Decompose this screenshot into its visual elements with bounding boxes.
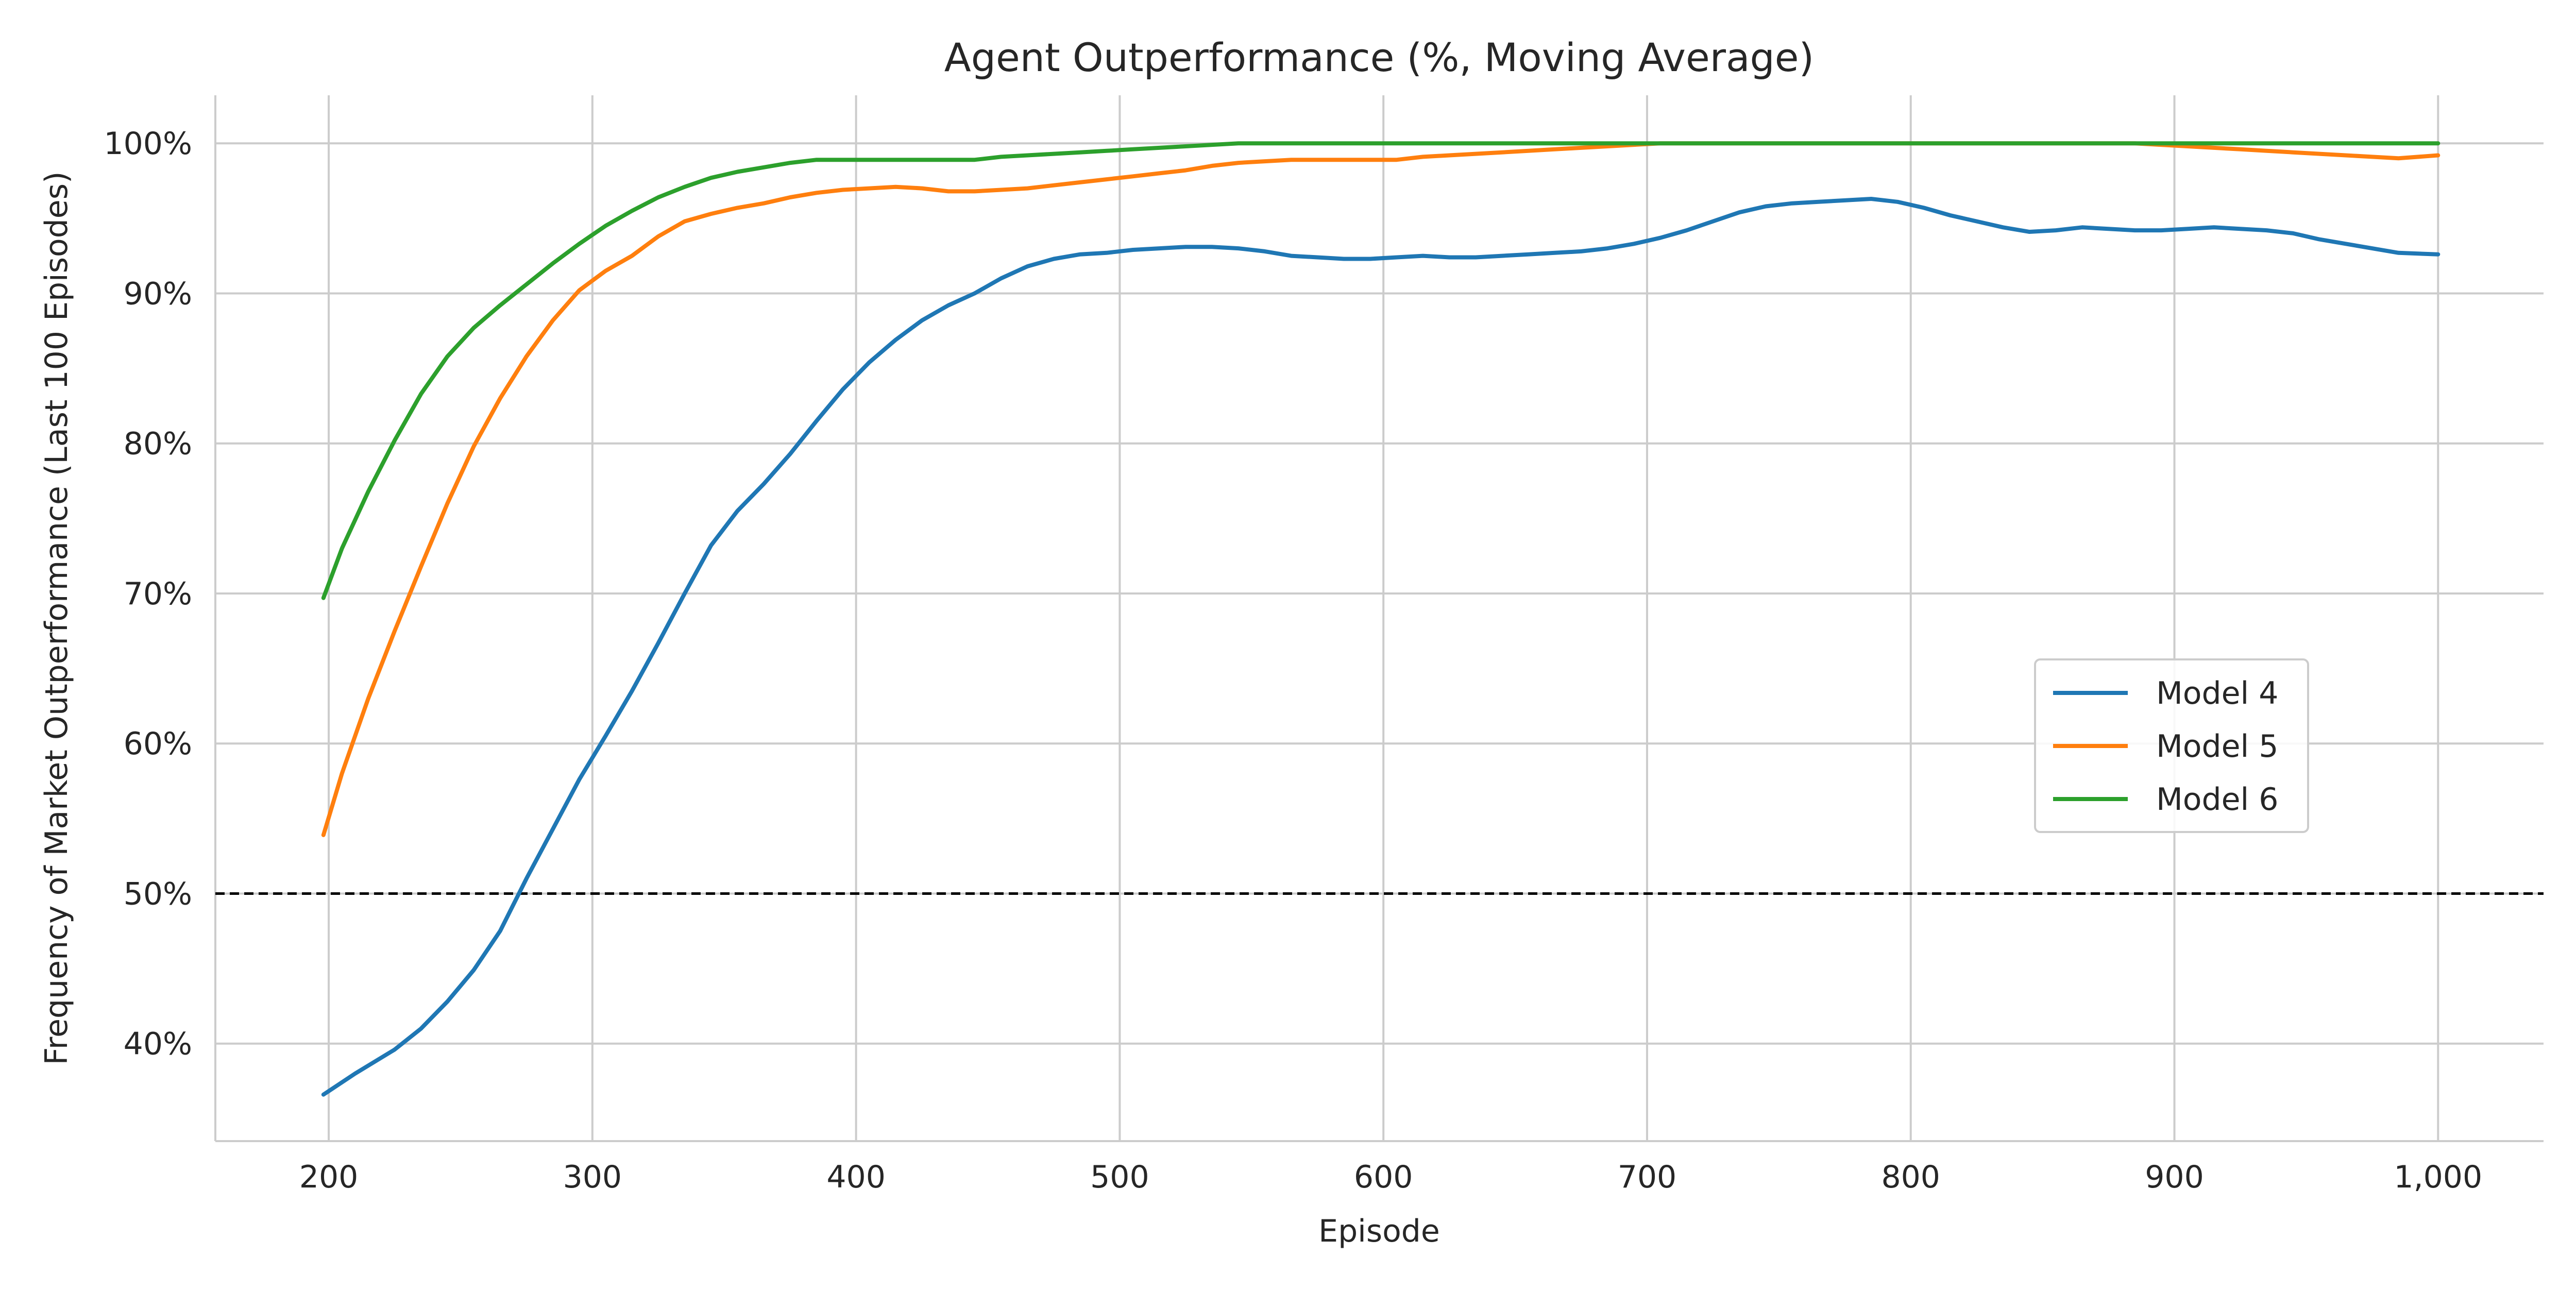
- y-tick-label: 70%: [124, 576, 192, 612]
- axes: [214, 95, 2544, 1142]
- y-tick-label: 60%: [124, 726, 192, 762]
- x-tick-label: 600: [1354, 1159, 1413, 1195]
- series-group: [321, 141, 2441, 1097]
- x-tick-label: 200: [299, 1159, 359, 1195]
- x-tick-label: 400: [826, 1159, 886, 1195]
- series-line-model-6: [321, 141, 2441, 600]
- y-tick-label: 80%: [124, 426, 192, 462]
- legend-label-model-4: Model 4: [2156, 675, 2278, 711]
- y-tick-label: 50%: [124, 876, 192, 912]
- legend-label-model-6: Model 6: [2156, 782, 2278, 818]
- y-tick-label: 40%: [124, 1026, 192, 1062]
- chart-title: Agent Outperformance (%, Moving Average): [944, 35, 1814, 80]
- x-tick-label: 1,000: [2394, 1159, 2482, 1195]
- x-tick-label: 300: [563, 1159, 622, 1195]
- x-tick-label: 800: [1881, 1159, 1940, 1195]
- y-tick-label: 100%: [104, 126, 192, 162]
- y-tick-label: 90%: [124, 276, 192, 312]
- x-tick-label: 900: [2145, 1159, 2204, 1195]
- x-axis-title: Episode: [1318, 1213, 1440, 1249]
- legend: Model 4 Model 5 Model 6: [2034, 658, 2309, 833]
- y-axis-title: Frequency of Market Outperformance (Last…: [39, 172, 75, 1065]
- legend-label-model-5: Model 5: [2156, 728, 2278, 765]
- x-tick-label: 700: [1618, 1159, 1677, 1195]
- tick-labels: 200 300 400 500 600 700 800 900 1,000 40% 50% 60% 70…: [104, 126, 2482, 1195]
- legend-box: [2034, 658, 2309, 833]
- series-line-model-4: [321, 197, 2441, 1097]
- x-tick-label: 500: [1090, 1159, 1149, 1195]
